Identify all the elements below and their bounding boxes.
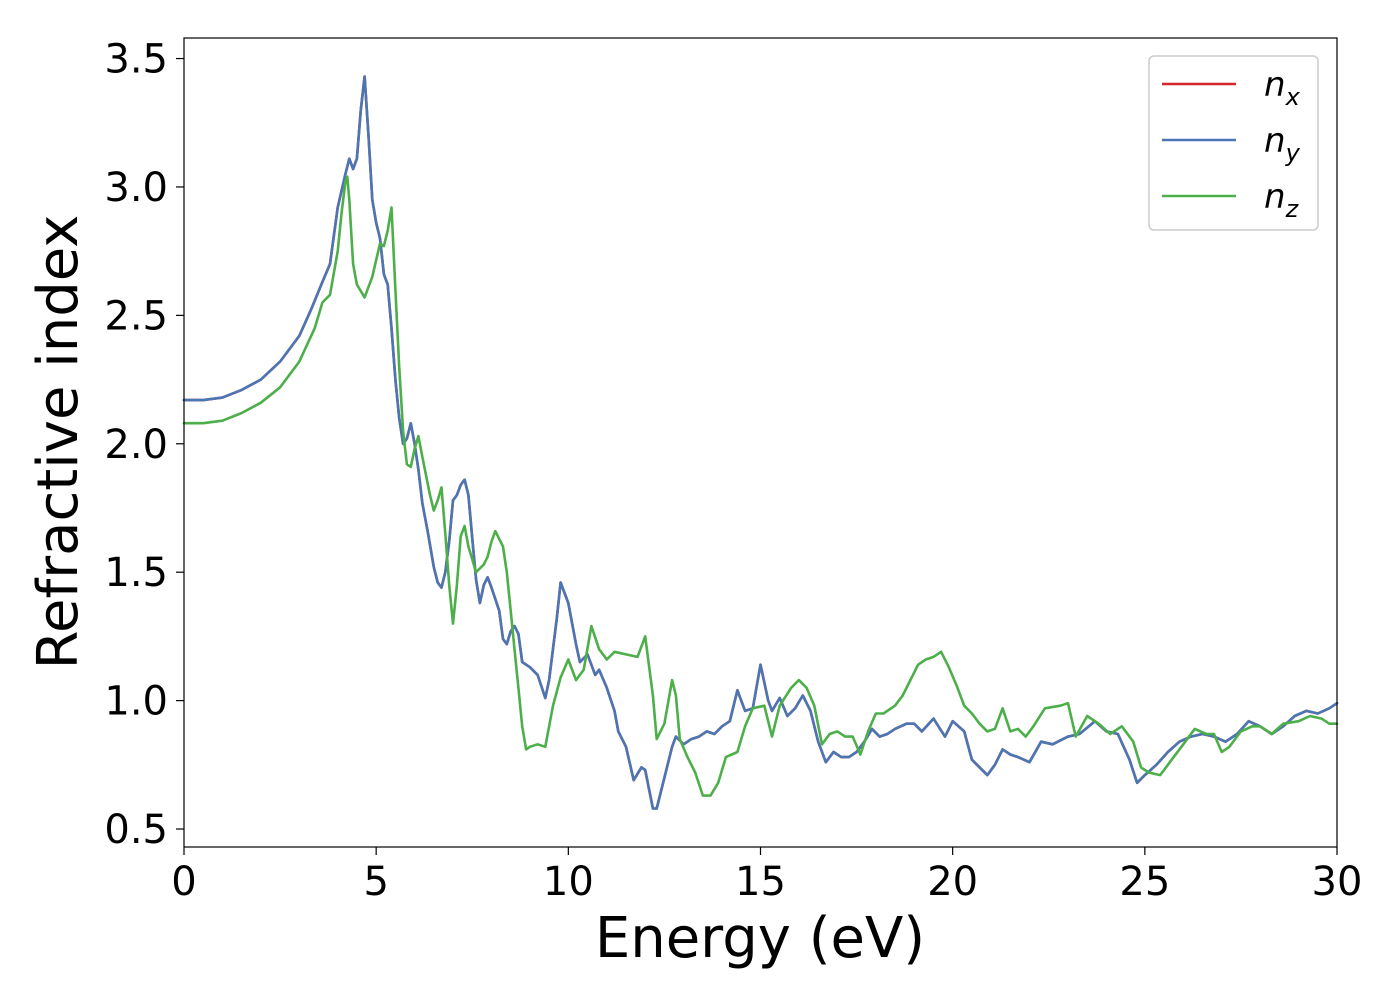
y-axis-ticks: 0.5 1.0 1.5 2.0 2.5 3.0 3.5	[104, 37, 184, 853]
series-line-n-y	[182, 75, 1339, 810]
x-tick-label: 30	[1312, 859, 1363, 905]
x-axis-ticks: 0 5 10 15 20 25 30	[171, 847, 1362, 905]
plot-area	[184, 38, 1337, 847]
y-tick-label: 2.0	[104, 422, 168, 468]
x-tick-label: 25	[1119, 859, 1170, 905]
legend-label-n-z: nz	[1264, 177, 1300, 223]
y-tick-label: 0.5	[104, 807, 168, 853]
y-tick-label: 3.5	[104, 37, 168, 83]
x-tick-label: 10	[543, 859, 594, 905]
legend-label-n-y: ny	[1264, 121, 1301, 167]
series-layer	[182, 75, 1339, 810]
x-tick-label: 15	[735, 859, 786, 905]
y-tick-label: 3.0	[104, 165, 168, 211]
y-tick-label: 1.0	[104, 679, 168, 725]
legend-label-n-x: nx	[1264, 65, 1301, 111]
y-tick-label: 1.5	[104, 550, 168, 596]
legend: nx ny nz	[1148, 55, 1319, 231]
x-tick-label: 20	[927, 859, 978, 905]
x-tick-label: 0	[171, 859, 196, 905]
series-line-n-z	[182, 175, 1339, 797]
y-tick-label: 2.5	[104, 293, 168, 339]
legend-box	[1148, 55, 1319, 231]
x-tick-label: 5	[363, 859, 388, 905]
y-axis-title: Refractive index	[26, 215, 91, 670]
x-axis-title: Energy (eV)	[595, 906, 925, 971]
